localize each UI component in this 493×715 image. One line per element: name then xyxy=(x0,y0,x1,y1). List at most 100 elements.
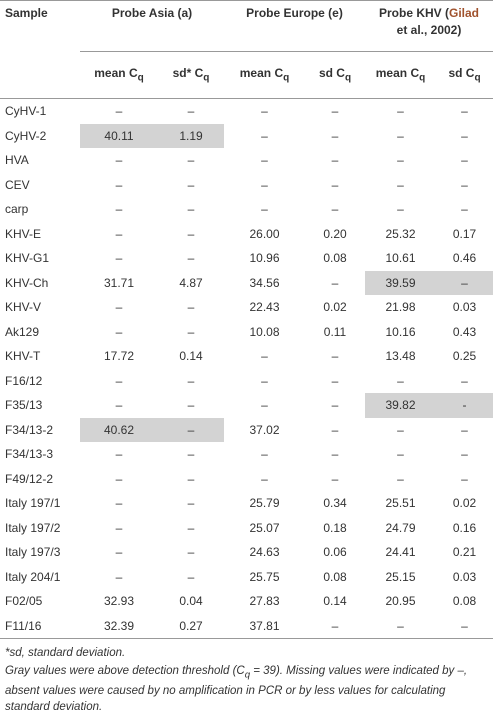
table-row: KHV-Ch 31.71 4.87 34.56–39.59– xyxy=(0,270,493,295)
subheader: sd Cq xyxy=(305,51,365,99)
sample-cell: KHV-T xyxy=(5,349,41,364)
value-cell: 0.04 xyxy=(179,594,203,609)
value-cell: – xyxy=(115,226,123,241)
value-cell: – xyxy=(461,447,468,462)
sample-cell: carp xyxy=(5,202,29,217)
value-cell: – xyxy=(187,398,195,413)
group-header: Probe KHV (Gilad et al., 2002) xyxy=(365,0,493,52)
subheader-text: sd C xyxy=(318,66,345,81)
value-cell: – xyxy=(187,373,195,388)
group-title: Probe KHV ( xyxy=(378,6,449,20)
value-cell: 0.27 xyxy=(158,613,224,639)
value-cell: – xyxy=(187,545,195,560)
subheader: mean Cq xyxy=(80,51,158,99)
table-header: Sample Probe Asia (a) Probe Europe (e) Prob… xyxy=(0,0,493,99)
value-cell: 0.21 xyxy=(452,545,477,560)
value-cell: – xyxy=(115,520,123,535)
table-row: F34/13-2 40.62–37.02– – – xyxy=(0,417,493,442)
value-cell: – xyxy=(331,471,339,486)
value-cell: – xyxy=(461,153,468,168)
value-cell: – xyxy=(397,104,404,119)
value-cell: 10.61 xyxy=(385,251,416,266)
value-cell: 0.02 xyxy=(323,300,347,315)
value-cell: 0.43 xyxy=(452,324,477,339)
value-cell: – xyxy=(115,251,123,266)
value-cell: – xyxy=(187,447,195,462)
value-cell: 4.87 xyxy=(179,275,203,290)
subheader-text: mean C xyxy=(94,66,138,81)
table-body: CyHV-1 – – – – – – CyHV-2 40.11 1.19 – – – – HVA – – – – – –… xyxy=(0,99,493,639)
value-cell: 22.43 xyxy=(249,300,280,315)
sample-cell: Italy 204/1 xyxy=(5,569,61,584)
sample-cell: HVA xyxy=(5,153,29,168)
value-cell: 0.25 xyxy=(452,349,477,364)
sample-cell: CyHV-1 xyxy=(5,104,47,119)
value-cell: 0.17 xyxy=(452,226,477,241)
value-cell: – xyxy=(261,373,268,388)
value-cell: – xyxy=(187,177,195,192)
value-cell: – xyxy=(115,447,123,462)
results-table: Sample Probe Asia (a) Probe Europe (e) Prob… xyxy=(0,0,493,639)
sample-cell: F16/12 xyxy=(5,373,43,388)
value-cell: 0.16 xyxy=(452,520,477,535)
sample-cell: F34/13-3 xyxy=(5,447,54,462)
value-cell: 0.03 xyxy=(452,300,477,315)
table-row: F11/16 32.39 0.27 37.81– – – xyxy=(0,613,493,639)
value-cell: – xyxy=(115,569,123,584)
group-title-end: et al., 2002) xyxy=(396,23,462,37)
value-cell: – xyxy=(115,496,123,511)
sample-cell: F34/13-2 xyxy=(5,422,54,437)
value-cell: 25.75 xyxy=(249,569,280,584)
value-cell: – xyxy=(115,324,123,339)
table-row: F49/12-2 – – – – – – xyxy=(0,467,493,492)
table-row: HVA – – – – – – xyxy=(0,148,493,173)
value-cell: – xyxy=(261,447,268,462)
value-cell: – xyxy=(461,471,468,486)
sample-cell: KHV-G1 xyxy=(5,251,50,266)
value-cell: – xyxy=(115,153,123,168)
table-row: Italy 197/1 – – 25.79 0.34 25.51 0.02 xyxy=(0,491,493,516)
value-cell: 0.08 xyxy=(323,251,347,266)
subheader-text: mean C xyxy=(375,66,420,81)
group-header: Probe Europe (e) xyxy=(224,0,365,52)
value-cell: – xyxy=(397,202,404,217)
value-cell: 0.14 xyxy=(323,594,347,609)
value-cell: 25.07 xyxy=(249,520,280,535)
subheader-text: sd C xyxy=(448,66,475,81)
value-cell: – xyxy=(158,417,224,442)
subheader: sd Cq xyxy=(436,51,493,99)
footnote: *sd, standard deviation. xyxy=(5,645,488,661)
table-row: CEV – – – – – – xyxy=(0,173,493,198)
value-cell: – xyxy=(187,496,195,511)
value-cell: – xyxy=(436,270,493,295)
sample-cell: KHV-E xyxy=(5,226,42,241)
value-cell: – xyxy=(115,300,123,315)
value-cell: – xyxy=(331,104,339,119)
subscript: q xyxy=(244,669,251,681)
value-cell: 17.72 xyxy=(103,349,135,364)
value-cell: – xyxy=(365,613,436,639)
value-cell: – xyxy=(461,104,468,119)
table-row: Italy 204/1 – – 25.75 0.08 25.15 0.03 xyxy=(0,565,493,590)
value-cell: – xyxy=(115,202,123,217)
value-cell: 0.08 xyxy=(452,594,477,609)
value-cell: 31.71 xyxy=(103,275,135,290)
value-cell: – xyxy=(397,128,404,143)
sample-cell: Italy 197/2 xyxy=(5,520,61,535)
subscript: q xyxy=(203,72,210,84)
table-row: carp – – – – – – xyxy=(0,197,493,222)
subscript: q xyxy=(419,72,426,84)
value-cell: – xyxy=(331,275,339,290)
value-cell: – xyxy=(331,447,339,462)
value-cell: 39.82 xyxy=(365,393,436,418)
value-cell: – xyxy=(261,349,268,364)
value-cell: 13.48 xyxy=(385,349,416,364)
value-cell: – xyxy=(187,202,195,217)
sample-cell: KHV-Ch xyxy=(5,275,49,290)
table-row: KHV-T 17.72 0.14 – – 13.48 0.25 xyxy=(0,344,493,369)
value-cell: 1.19 xyxy=(158,123,224,148)
group-title: Sample xyxy=(5,6,48,20)
value-cell: – xyxy=(187,471,195,486)
value-cell: – xyxy=(261,177,268,192)
value-cell: – xyxy=(331,398,339,413)
